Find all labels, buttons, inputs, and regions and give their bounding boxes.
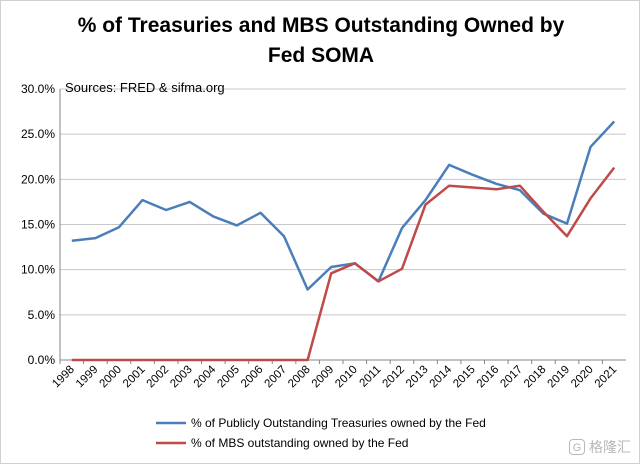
- series-line-1: [71, 120, 616, 291]
- y-axis-ticks: 0.0% 5.0% 10.0% 15.0% 20.0% 25.0% 30.0%: [21, 82, 55, 367]
- x-tick-label: 2005: [215, 364, 242, 391]
- y-tick-label: 30.0%: [21, 82, 55, 96]
- axes: [59, 89, 626, 364]
- x-tick-label: 2014: [428, 363, 455, 390]
- x-tick-label: 2001: [121, 364, 148, 391]
- x-tick-label: 1999: [74, 364, 101, 391]
- source-annotation: Sources: FRED & sifma.org: [65, 80, 225, 95]
- x-tick-label: 2007: [263, 364, 290, 391]
- watermark: G 格隆汇: [569, 437, 631, 457]
- x-tick-label: 2003: [168, 364, 195, 391]
- watermark-logo-icon: G: [569, 439, 585, 455]
- y-tick-label: 0.0%: [28, 353, 56, 367]
- x-tick-label: 2011: [358, 364, 384, 390]
- y-tick-label: 5.0%: [28, 308, 56, 322]
- x-tick-label: 2006: [239, 364, 266, 391]
- x-tick-label: 2015: [451, 364, 478, 391]
- series-lines: [71, 120, 616, 362]
- x-tick-label: 2000: [97, 364, 124, 391]
- y-tick-label: 20.0%: [21, 172, 55, 186]
- x-tick-label: 2016: [475, 364, 502, 391]
- x-tick-label: 2002: [145, 364, 172, 391]
- x-tick-label: 2017: [498, 364, 525, 391]
- x-tick-label: 2018: [522, 364, 549, 391]
- series-line-2: [71, 166, 616, 362]
- x-tick-label: 2021: [593, 364, 620, 391]
- watermark-text: 格隆汇: [589, 439, 631, 455]
- x-tick-label: 2013: [404, 364, 431, 391]
- chart-title: % of Treasuries and MBS Outstanding Owne…: [1, 11, 640, 71]
- x-tick-label: 2008: [286, 364, 313, 391]
- x-tick-label: 2019: [546, 364, 573, 391]
- y-tick-label: 10.0%: [21, 263, 55, 277]
- x-tick-label: 2012: [380, 364, 407, 391]
- grid-lines: [60, 88, 626, 316]
- x-tick-label: 1998: [50, 364, 77, 391]
- legend-label-1: % of Publicly Outstanding Treasuries own…: [191, 416, 486, 430]
- chart-title-line-2: Fed SOMA: [267, 44, 375, 67]
- x-axis-ticks: 1998199920002001200220032004200520062007…: [50, 363, 619, 390]
- x-tick-label: 2009: [310, 364, 337, 391]
- x-tick-label: 2004: [192, 363, 219, 390]
- legend-label-2: % of MBS outstanding owned by the Fed: [191, 436, 408, 450]
- chart-title-line-1: % of Treasuries and MBS Outstanding Owne…: [77, 14, 565, 37]
- y-tick-label: 15.0%: [21, 218, 55, 232]
- legend: % of Publicly Outstanding Treasuries own…: [156, 416, 486, 450]
- x-tick-label: 2020: [569, 364, 596, 391]
- y-tick-label: 25.0%: [21, 127, 55, 141]
- x-tick-label: 2010: [333, 364, 360, 391]
